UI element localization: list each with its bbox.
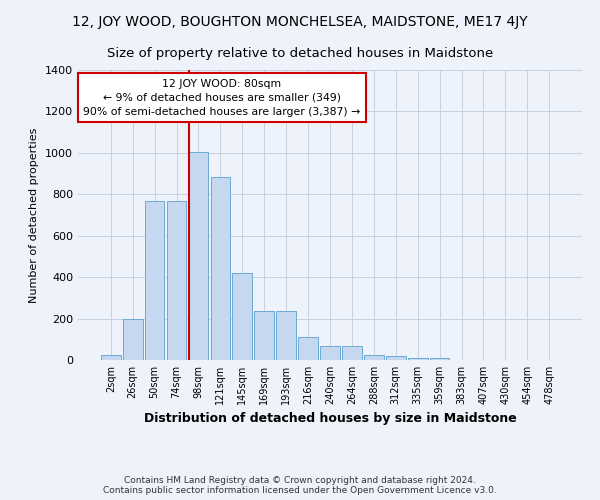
Bar [211, 176, 230, 360]
Bar [232, 273, 252, 360]
Bar [364, 355, 384, 360]
Text: 12, JOY WOOD, BOUGHTON MONCHELSEA, MAIDSTONE, ME17 4JY: 12, JOY WOOD, BOUGHTON MONCHELSEA, MAIDS… [72, 15, 528, 29]
Bar [145, 200, 164, 360]
Text: Size of property relative to detached houses in Maidstone: Size of property relative to detached ho… [107, 48, 493, 60]
Y-axis label: Number of detached properties: Number of detached properties [29, 128, 40, 302]
Bar [320, 346, 340, 360]
Bar [342, 346, 362, 360]
Bar [298, 337, 318, 360]
Text: 12 JOY WOOD: 80sqm  
← 9% of detached houses are smaller (349)
90% of semi-detac: 12 JOY WOOD: 80sqm ← 9% of detached hous… [83, 78, 360, 116]
Bar [276, 312, 296, 360]
Text: Contains HM Land Registry data © Crown copyright and database right 2024.
Contai: Contains HM Land Registry data © Crown c… [103, 476, 497, 495]
Bar [408, 358, 428, 360]
Bar [254, 312, 274, 360]
Bar [167, 200, 187, 360]
Bar [386, 356, 406, 360]
Bar [101, 355, 121, 360]
Bar [188, 152, 208, 360]
Bar [123, 318, 143, 360]
Bar [430, 358, 449, 360]
X-axis label: Distribution of detached houses by size in Maidstone: Distribution of detached houses by size … [143, 412, 517, 426]
